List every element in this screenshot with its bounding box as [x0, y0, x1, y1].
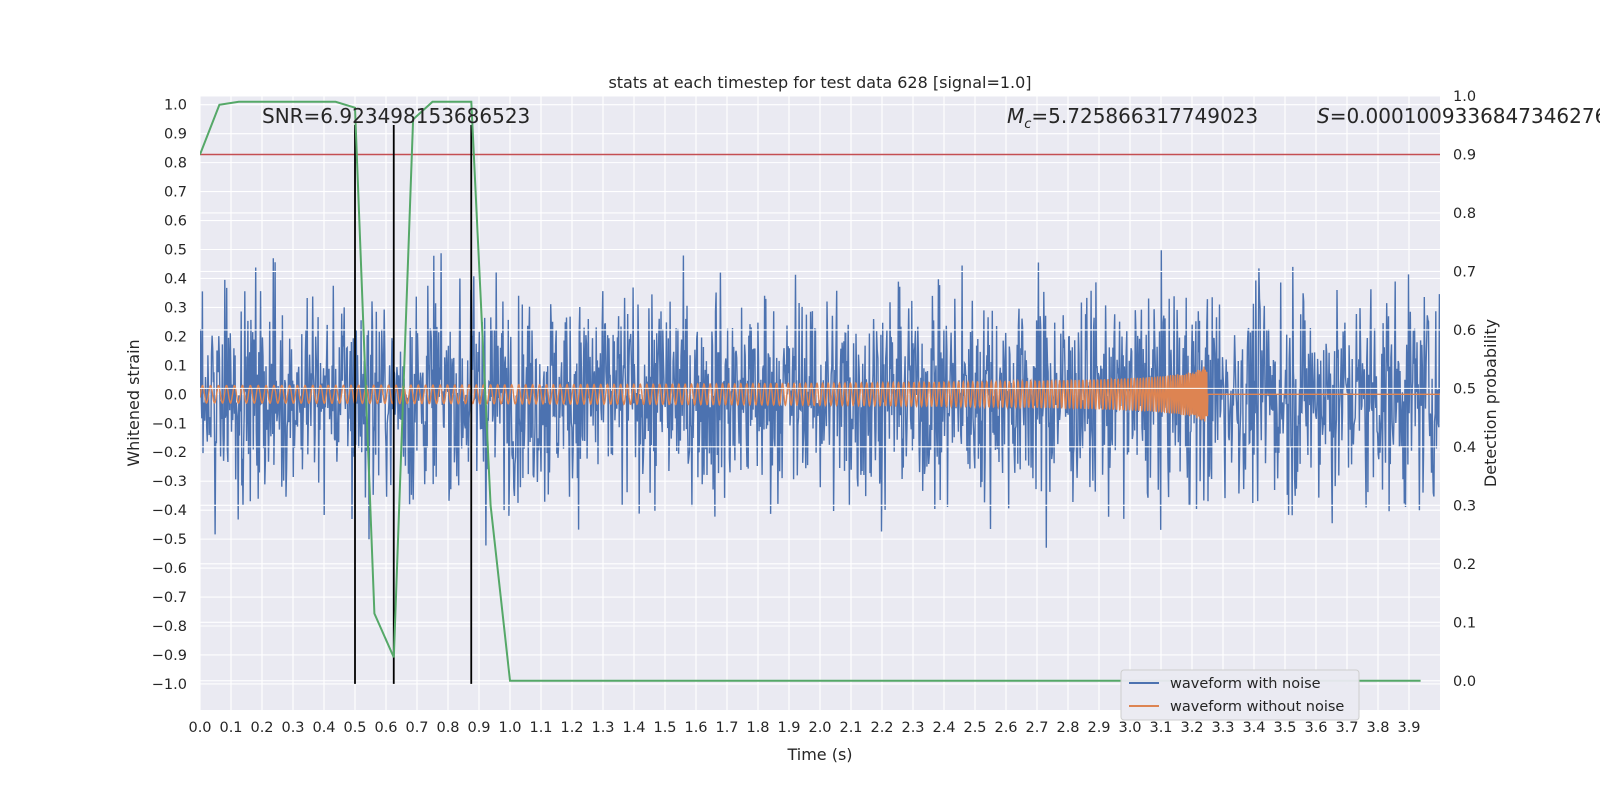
y-tick-label: 0.4 — [164, 271, 187, 287]
s-value: =0.00010093368473462760 — [1330, 104, 1600, 128]
y-tick-label: −0.9 — [152, 648, 187, 664]
x-tick-label: 3.3 — [1211, 720, 1234, 736]
x-tick-label: 3.9 — [1397, 720, 1420, 736]
x-tick-label: 3.7 — [1335, 720, 1358, 736]
x-tick-label: 0.5 — [343, 720, 366, 736]
y2-tick-label: 0.3 — [1453, 498, 1476, 514]
y2-tick-label: 0.0 — [1453, 674, 1476, 690]
x-tick-label: 3.6 — [1304, 720, 1327, 736]
chirp-line — [200, 366, 1440, 422]
y-tick-label: 0.6 — [164, 214, 187, 230]
y2-tick-label: 0.5 — [1453, 381, 1476, 397]
x-tick-label: 2.1 — [839, 720, 862, 736]
x-tick-label: 2.7 — [1025, 720, 1048, 736]
x-tick-label: 1.8 — [746, 720, 769, 736]
y-tick-label: −0.3 — [152, 474, 187, 490]
y-tick-label: 0.1 — [164, 358, 187, 374]
probability-line — [200, 100, 1421, 682]
y2-tick-label: 1.0 — [1453, 89, 1476, 105]
y2-tick-label: 0.7 — [1453, 264, 1476, 280]
legend-box — [1120, 669, 1360, 721]
x-tick-label: 0.6 — [374, 720, 397, 736]
legend-label-clean: waveform without noise — [1170, 699, 1344, 715]
x-tick-label: 3.0 — [1118, 720, 1141, 736]
y2-tick-label: 0.2 — [1453, 557, 1476, 573]
x-tick-label: 2.6 — [994, 720, 1017, 736]
x-tick-label: 2.8 — [1056, 720, 1079, 736]
x-tick-label: 1.7 — [715, 720, 738, 736]
vertical-markers — [354, 124, 473, 684]
x-tick-label: 0.9 — [467, 720, 490, 736]
x-tick-label: 1.5 — [653, 720, 676, 736]
y-tick-label: 0.7 — [164, 185, 187, 201]
x-tick-label: 3.1 — [1149, 720, 1172, 736]
x-tick-label: 2.2 — [870, 720, 893, 736]
y-tick-label: −0.7 — [152, 590, 187, 606]
chirp-mass-value: =5.725866317749023 — [1031, 104, 1258, 128]
y-tick-label: −0.8 — [152, 619, 187, 635]
x-tick-label: 0.0 — [188, 720, 211, 736]
y-tick-label: 0.0 — [164, 387, 187, 403]
y2-tick-label: 0.9 — [1453, 147, 1476, 163]
series-detection-probability — [200, 100, 1421, 682]
x-tick-label: 0.3 — [281, 720, 304, 736]
x-tick-label: 0.4 — [312, 720, 335, 736]
s-annotation: S=0.00010093368473462760 — [1317, 104, 1600, 128]
y-tick-label: 0.3 — [164, 300, 187, 316]
x-tick-label: 2.9 — [1087, 720, 1110, 736]
x-tick-label: 0.2 — [250, 720, 273, 736]
series-waveform-without-noise — [200, 366, 1440, 422]
x-tick-label: 2.4 — [932, 720, 955, 736]
snr-annotation: SNR=6.923498153686523 — [262, 104, 530, 128]
y-tick-label: −0.2 — [152, 445, 187, 461]
y-tick-label: −0.4 — [152, 503, 187, 519]
y2-tick-labels: 1.0 0.9 0.8 0.7 0.6 0.5 0.4 0.3 0.2 0.1 0.0 — [1453, 89, 1476, 690]
y-axis-label: Whitened strain — [124, 339, 143, 466]
y2-tick-label: 0.6 — [1453, 323, 1476, 339]
x-tick-label: 0.8 — [436, 720, 459, 736]
y2-tick-label: 0.4 — [1453, 440, 1476, 456]
x-tick-label: 1.4 — [622, 720, 645, 736]
y-tick-label: 0.5 — [164, 243, 187, 259]
y-tick-label: −1.0 — [152, 677, 187, 693]
x-tick-labels: 0.0 0.1 0.2 0.3 0.4 0.5 0.6 0.7 0.8 0.9 1.0 1.1 1.2 1… — [188, 720, 1420, 736]
x-tick-label: 1.6 — [684, 720, 707, 736]
y2-tick-label: 0.8 — [1453, 206, 1476, 222]
legend: waveform with noise waveform without noi… — [1120, 669, 1360, 721]
y-tick-label: 1.0 — [164, 98, 187, 114]
s-symbol: S — [1317, 104, 1330, 128]
x-tick-label: 2.3 — [901, 720, 924, 736]
x-tick-label: 3.2 — [1180, 720, 1203, 736]
y-tick-label: −0.1 — [152, 416, 187, 432]
y-tick-label: 0.2 — [164, 329, 187, 345]
y-tick-label: 0.9 — [164, 127, 187, 143]
x-tick-label: 1.2 — [560, 720, 583, 736]
chirp-mass-annotation: Mc=5.725866317749023 — [1007, 104, 1258, 132]
x-tick-label: 3.5 — [1273, 720, 1296, 736]
x-tick-label: 1.1 — [529, 720, 552, 736]
chirp-mass-subscript: c — [1024, 117, 1031, 132]
x-tick-label: 3.8 — [1366, 720, 1389, 736]
x-tick-label: 2.0 — [808, 720, 831, 736]
x-tick-label: 1.9 — [777, 720, 800, 736]
y-tick-label: 0.8 — [164, 156, 187, 172]
x-tick-label: 1.0 — [498, 720, 521, 736]
chirp-mass-symbol: M — [1007, 104, 1024, 128]
y2-tick-label: 0.1 — [1453, 615, 1476, 631]
y-tick-label: −0.6 — [152, 561, 187, 577]
chart-title: stats at each timestep for test data 628… — [608, 73, 1031, 92]
x-tick-label: 2.5 — [963, 720, 986, 736]
y-tick-labels: 1.0 0.9 0.8 0.7 0.6 0.5 0.4 0.3 0.2 0.1 0.0 −0.1 −0.… — [152, 98, 187, 693]
x-tick-label: 0.1 — [219, 720, 242, 736]
x-tick-label: 3.4 — [1242, 720, 1265, 736]
y-tick-label: −0.5 — [152, 532, 187, 548]
y2-axis-label: Detection probability — [1481, 319, 1500, 487]
x-tick-label: 1.3 — [591, 720, 614, 736]
x-axis-label: Time (s) — [786, 745, 852, 764]
x-tick-label: 0.7 — [405, 720, 428, 736]
legend-label-noise: waveform with noise — [1170, 676, 1321, 692]
